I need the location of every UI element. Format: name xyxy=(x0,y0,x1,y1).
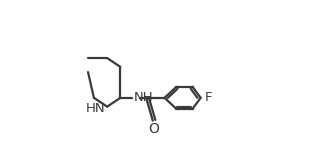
Text: F: F xyxy=(205,91,213,104)
Text: O: O xyxy=(148,122,159,136)
Text: HN: HN xyxy=(86,102,105,115)
Text: NH: NH xyxy=(134,91,154,104)
